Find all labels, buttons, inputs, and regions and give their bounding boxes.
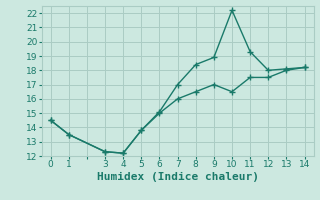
X-axis label: Humidex (Indice chaleur): Humidex (Indice chaleur) (97, 172, 259, 182)
